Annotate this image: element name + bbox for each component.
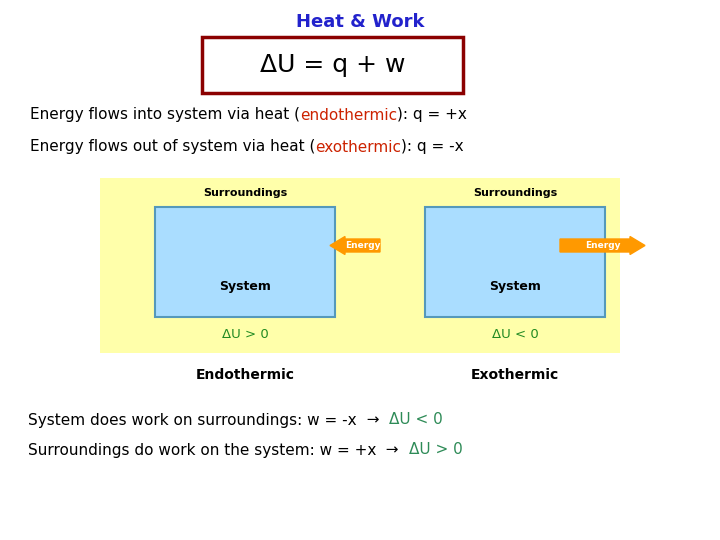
- Text: Exothermic: Exothermic: [471, 368, 559, 382]
- Text: ΔU > 0: ΔU > 0: [222, 328, 269, 341]
- Text: Surroundings: Surroundings: [473, 188, 557, 198]
- Text: →: →: [377, 442, 409, 457]
- FancyArrow shape: [330, 237, 380, 254]
- Text: ΔU < 0: ΔU < 0: [389, 413, 443, 428]
- Text: ): q = +x: ): q = +x: [397, 107, 467, 123]
- FancyBboxPatch shape: [100, 178, 620, 353]
- Text: Energy flows into system via heat (: Energy flows into system via heat (: [30, 107, 300, 123]
- Text: exothermic: exothermic: [315, 139, 401, 154]
- FancyBboxPatch shape: [155, 207, 335, 317]
- Text: Heat & Work: Heat & Work: [296, 13, 424, 31]
- Text: ΔU > 0: ΔU > 0: [409, 442, 462, 457]
- Text: Energy: Energy: [346, 241, 381, 250]
- Text: ΔU < 0: ΔU < 0: [492, 328, 539, 341]
- Text: Surroundings: Surroundings: [203, 188, 287, 198]
- FancyArrow shape: [560, 237, 645, 254]
- Text: ): q = -x: ): q = -x: [401, 139, 464, 154]
- Text: Energy flows out of system via heat (: Energy flows out of system via heat (: [30, 139, 315, 154]
- Text: Surroundings do work on the system: w = +x: Surroundings do work on the system: w = …: [28, 442, 377, 457]
- FancyBboxPatch shape: [425, 207, 605, 317]
- Text: System: System: [489, 280, 541, 293]
- Text: →: →: [356, 413, 389, 428]
- Text: Energy: Energy: [585, 241, 620, 250]
- Text: Endothermic: Endothermic: [196, 368, 294, 382]
- Text: System does work on surroundings: w = -x: System does work on surroundings: w = -x: [28, 413, 356, 428]
- Text: System: System: [219, 280, 271, 293]
- FancyBboxPatch shape: [202, 37, 463, 93]
- Text: ΔU = q + w: ΔU = q + w: [260, 53, 405, 77]
- Text: endothermic: endothermic: [300, 107, 397, 123]
